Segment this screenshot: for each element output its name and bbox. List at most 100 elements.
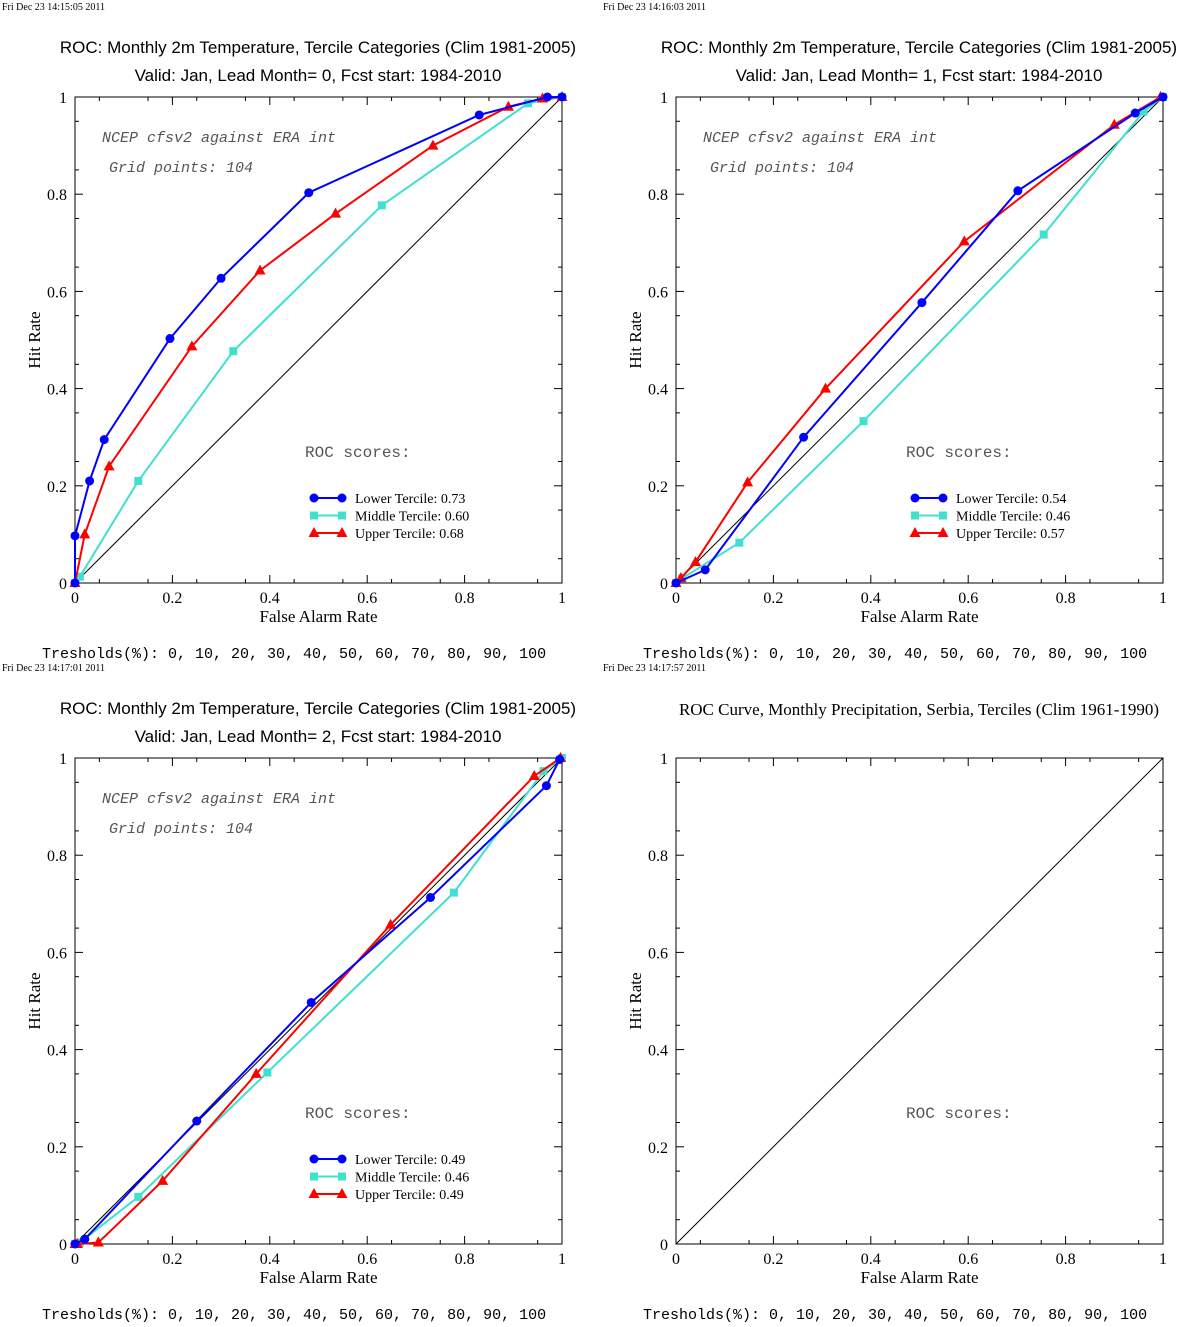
y-axis-label: Hit Rate [25, 972, 44, 1029]
thresholds-text: Tresholds(%): 0, 10, 20, 30, 40, 50, 60,… [643, 646, 1147, 663]
legend-entry-1: Middle Tercile: 0.46 [911, 510, 1070, 525]
x-tick-label: 0.2 [763, 590, 783, 607]
legend-marker [309, 1154, 319, 1164]
y-tick-label: 0 [59, 576, 67, 593]
roc-scores-heading: ROC scores: [906, 444, 1012, 462]
roc-panel-2: Fri Dec 23 14:16:03 2011 ROC: Monthly 2m … [603, 2, 1177, 663]
y-tick-label: 0.2 [648, 479, 668, 496]
legend-marker [337, 493, 347, 503]
timestamp: Fri Dec 23 14:17:57 2011 [603, 663, 706, 674]
data-point [304, 188, 314, 198]
y-tick-label: 0.4 [47, 1043, 67, 1060]
x-tick-label: 0.4 [861, 1251, 881, 1268]
data-point [134, 476, 143, 485]
y-axis-label: Hit Rate [25, 311, 44, 368]
data-point [689, 556, 701, 567]
data-point [1130, 108, 1140, 118]
data-point [555, 754, 565, 764]
x-tick-label: 0 [672, 590, 680, 607]
chart-title: ROC: Monthly 2m Temperature, Tercile Cat… [661, 38, 1177, 57]
data-point [742, 476, 754, 487]
no-skill-diagonal [675, 757, 1164, 1245]
y-tick-label: 0.8 [47, 187, 67, 204]
y-tick-label: 0.8 [47, 848, 67, 865]
x-axis-label: False Alarm Rate [259, 607, 377, 626]
x-tick-label: 1 [1159, 1251, 1167, 1268]
x-tick-label: 0.2 [763, 1251, 783, 1268]
legend-marker [309, 493, 319, 503]
chart-subtitle: Valid: Jan, Lead Month= 2, Fcst start: 1… [135, 727, 502, 746]
source-note: NCEP cfsv2 against ERA int [102, 130, 336, 147]
data-point [385, 918, 397, 929]
data-point [799, 432, 809, 442]
y-axis-label: Hit Rate [626, 972, 645, 1029]
y-tick-label: 0 [660, 576, 668, 593]
legend-marker [939, 511, 947, 520]
x-tick-label: 0.8 [455, 1251, 475, 1268]
data-point [557, 92, 567, 102]
roc-scores-heading: ROC scores: [305, 444, 411, 462]
grid-points-note: Grid points: 104 [109, 821, 253, 838]
x-tick-label: 0.8 [1056, 1251, 1076, 1268]
data-point [263, 1068, 272, 1077]
data-point [1013, 186, 1023, 196]
data-point [330, 207, 342, 218]
plot-frame [675, 757, 1164, 1245]
legend-label: Middle Tercile: 0.60 [355, 510, 469, 525]
data-point [449, 888, 458, 897]
chart-title: ROC Curve, Monthly Precipitation, Serbia… [679, 700, 1159, 719]
data-point [542, 92, 552, 102]
data-point [917, 298, 927, 308]
legend-marker [336, 1188, 348, 1198]
data-point [735, 538, 744, 547]
legend-entry-1: Middle Tercile: 0.46 [310, 1171, 469, 1186]
data-point [79, 528, 91, 539]
timestamp: Fri Dec 23 14:16:03 2011 [603, 2, 706, 13]
chart-title: ROC: Monthly 2m Temperature, Tercile Cat… [60, 699, 576, 718]
legend-entry-0: Lower Tercile: 0.54 [910, 492, 1066, 507]
chart-subtitle: Valid: Jan, Lead Month= 0, Fcst start: 1… [135, 66, 502, 85]
legend-label: Lower Tercile: 0.73 [355, 492, 465, 507]
series-line [74, 96, 562, 583]
y-tick-label: 0 [660, 1237, 668, 1254]
legend-label: Upper Tercile: 0.68 [355, 527, 464, 542]
legend-marker [337, 1154, 347, 1164]
data-point [80, 1234, 90, 1244]
data-point [165, 334, 175, 344]
x-tick-label: 1 [558, 590, 566, 607]
x-tick-label: 0.4 [260, 1251, 280, 1268]
legend-label: Upper Tercile: 0.57 [956, 527, 1065, 542]
data-point [250, 1067, 262, 1078]
data-point [1039, 230, 1048, 239]
data-point [427, 139, 439, 150]
data-point [192, 1116, 202, 1126]
legend-marker [937, 527, 949, 537]
data-point [377, 201, 386, 210]
x-tick-label: 0 [71, 590, 79, 607]
data-point [216, 273, 226, 283]
legend-label: Lower Tercile: 0.49 [355, 1153, 465, 1168]
y-tick-label: 0.4 [648, 1043, 668, 1060]
data-point [103, 460, 115, 471]
y-tick-label: 0.2 [47, 1140, 67, 1157]
x-axis-label: False Alarm Rate [259, 1268, 377, 1287]
x-tick-label: 0.2 [162, 590, 182, 607]
x-tick-label: 0.4 [861, 590, 881, 607]
legend-marker [338, 511, 346, 520]
legend-label: Middle Tercile: 0.46 [355, 1171, 469, 1186]
legend-entry-2: Upper Tercile: 0.49 [308, 1188, 464, 1203]
data-point [523, 99, 532, 108]
x-tick-label: 0.6 [357, 1251, 377, 1268]
data-point [75, 572, 84, 581]
x-tick-label: 0 [672, 1251, 680, 1268]
chart-subtitle: Valid: Jan, Lead Month= 1, Fcst start: 1… [736, 66, 1103, 85]
x-tick-label: 1 [1159, 590, 1167, 607]
legend-marker [938, 493, 948, 503]
data-point [1139, 107, 1148, 116]
plot-frame [74, 96, 563, 584]
plot-frame [675, 96, 1164, 584]
y-tick-label: 1 [59, 751, 67, 768]
legend-marker [338, 1172, 346, 1181]
x-tick-label: 0.2 [162, 1251, 182, 1268]
